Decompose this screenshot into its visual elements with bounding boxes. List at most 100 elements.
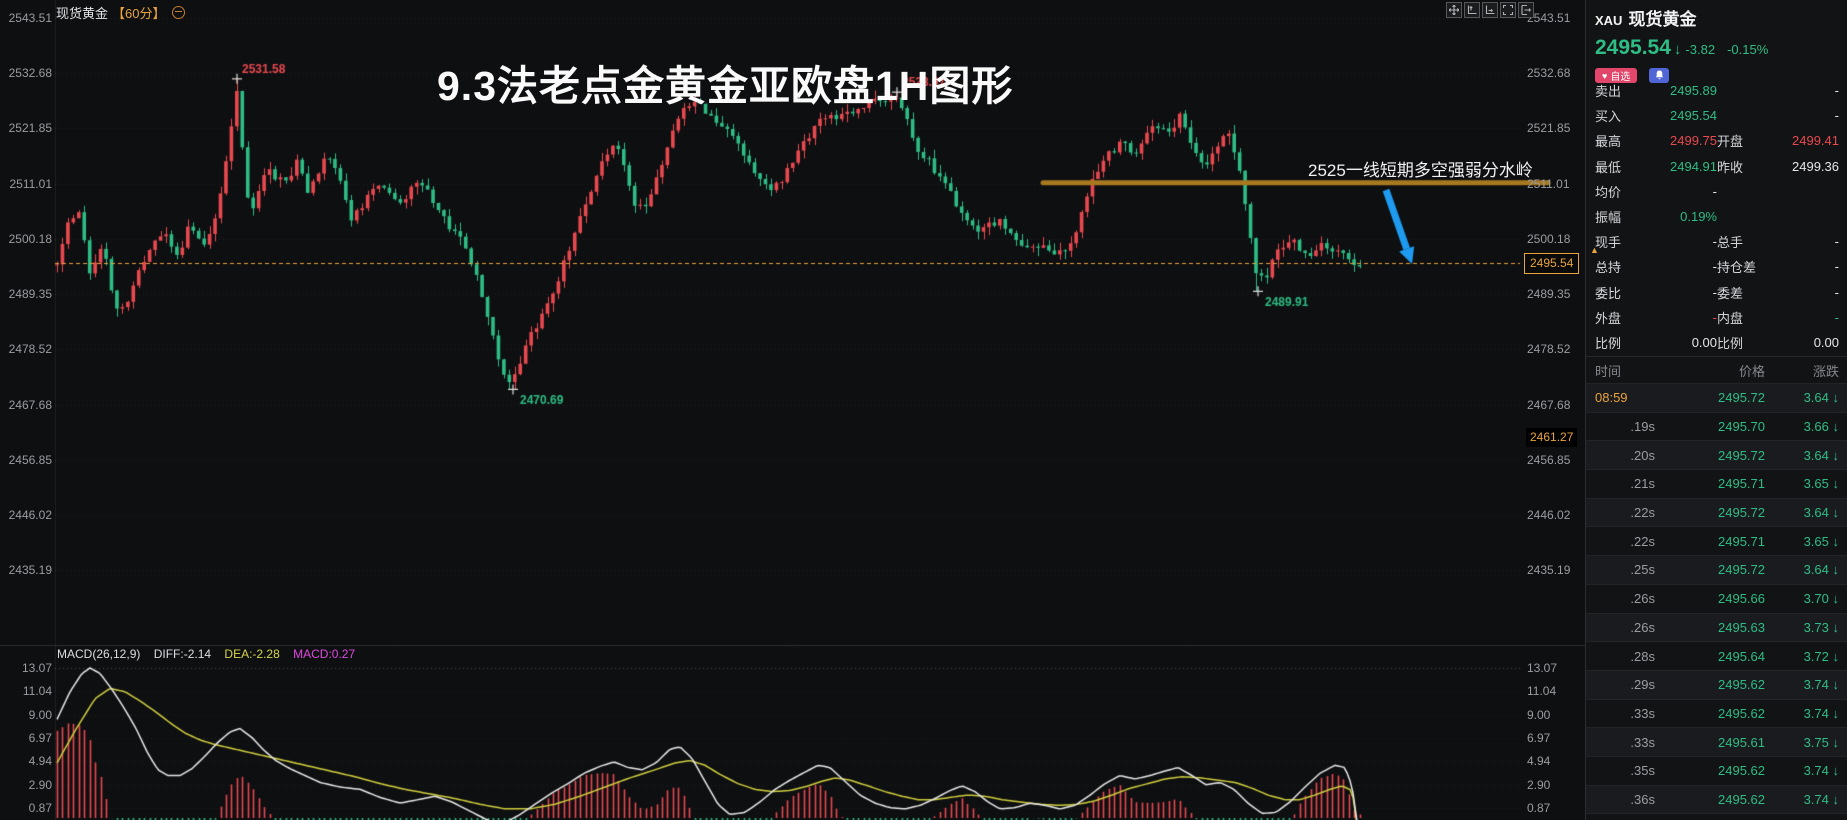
- tape-row: 08:59 2495.72 3.64 ↓: [1586, 383, 1847, 412]
- collapse-indicator-icon[interactable]: [172, 6, 186, 19]
- tape-time: .29s: [1630, 677, 1655, 693]
- tape-price: 2495.62: [1718, 705, 1765, 721]
- tape-col-time: 时间: [1595, 363, 1622, 379]
- tape-time: .33s: [1630, 734, 1655, 750]
- tape-price: 2495.72: [1718, 447, 1765, 463]
- chart-interval-label[interactable]: 【60分】: [112, 6, 166, 21]
- action-buttons: ♥ 自选: [1586, 60, 1847, 83]
- tape-change: 3.65 ↓: [1803, 533, 1839, 549]
- tape-time: .35s: [1630, 763, 1655, 779]
- instrument-name: 现货黄金: [1628, 10, 1697, 29]
- axis-tick-label: 2467.68: [1527, 397, 1571, 412]
- tape-time: .36s: [1630, 791, 1655, 807]
- quote-value: -: [1712, 309, 1717, 325]
- axis-tick-label: 11.04: [1527, 684, 1557, 699]
- axis-tick-label: 11.04: [22, 684, 52, 699]
- tape-change: 3.74 ↓: [1803, 763, 1839, 779]
- quote-value: 2499.41: [1792, 133, 1839, 149]
- level-price-badge: 2461.27: [1526, 428, 1578, 448]
- axis-tick-label: 4.94: [1527, 754, 1551, 769]
- quote-label: 昨收: [1717, 159, 1744, 175]
- axis-tick-label: 2435.19: [8, 563, 52, 578]
- instrument-header: XAU 现货黄金: [1586, 0, 1847, 30]
- y-axis-zoom-icon[interactable]: [1464, 2, 1480, 18]
- collapse-right-icon[interactable]: [1518, 2, 1534, 18]
- quote-value: 2499.36: [1792, 158, 1839, 174]
- quote-row-外盘: 外盘 - 内盘 -: [1586, 305, 1847, 330]
- tape-row: .37s2495.633.73 ↓: [1586, 813, 1847, 820]
- macd-indicator-labels: MACD(26,12,9) DIFF:-2.14 DEA:-2.28 MACD:…: [57, 647, 365, 661]
- tape-change: 3.74 ↓: [1803, 677, 1839, 693]
- axis-tick-label: 4.94: [28, 754, 52, 769]
- last-price-row: 2495.54 ↓ -3.82 -0.15%: [1586, 30, 1847, 60]
- axis-tick-label: 2435.19: [1527, 563, 1571, 578]
- tape-header-row: 时间 价格 涨跌: [1586, 357, 1847, 383]
- axis-tick-label: 2521.85: [1527, 121, 1571, 136]
- quote-value: -: [1834, 83, 1839, 99]
- tape-time: .26s: [1630, 591, 1655, 607]
- quote-row-振幅: 振幅 0.19%: [1586, 204, 1847, 229]
- tape-col-price: 价格: [1738, 363, 1765, 379]
- axis-tick-label: 2521.85: [8, 121, 52, 136]
- tape-rows: 08:59 2495.72 3.64 ↓ .19s 2495.70 3.66 ↓ .20s 2…: [1586, 383, 1847, 820]
- axis-tick-label: 9.00: [1527, 707, 1551, 722]
- tape-time: .22s: [1630, 505, 1655, 521]
- quote-label: 买入: [1595, 109, 1622, 125]
- tape-row: .33s 2495.62 3.74 ↓: [1586, 698, 1847, 728]
- axis-tick-label: 13.07: [1527, 661, 1558, 675]
- axis-tick-label: 2532.68: [1527, 66, 1571, 81]
- add-favorite-button[interactable]: ♥ 自选: [1595, 68, 1638, 83]
- tape-change: 3.64 ↓: [1803, 505, 1839, 521]
- tape-col-change: 涨跌: [1812, 363, 1839, 379]
- tape-row: .33s 2495.61 3.75 ↓: [1586, 727, 1847, 756]
- candlestick-chart-canvas[interactable]: [0, 0, 1585, 820]
- tape-row: .19s 2495.70 3.66 ↓: [1586, 411, 1847, 441]
- tape-time: .33s: [1630, 705, 1655, 721]
- quote-label: 持仓差: [1717, 260, 1757, 276]
- tape-price: 2495.72: [1718, 505, 1765, 521]
- axis-tick-label: 6.97: [28, 731, 52, 746]
- tape-row: .28s 2495.64 3.72 ↓: [1586, 641, 1847, 670]
- quote-row-现手: 现手 - 总手 -: [1586, 229, 1847, 254]
- tape-change: 3.64 ↓: [1803, 562, 1839, 578]
- quote-row-最高: 最高 2499.75 开盘 2499.41: [1586, 128, 1847, 153]
- quote-label: 委比: [1595, 285, 1622, 301]
- x-axis-zoom-icon[interactable]: [1482, 2, 1498, 18]
- tape-change: 3.74 ↓: [1803, 705, 1839, 721]
- pan-icon[interactable]: [1446, 2, 1462, 18]
- axis-tick-label: 2489.35: [8, 287, 52, 302]
- quote-value: -: [1834, 259, 1839, 275]
- axis-tick-label: 2532.68: [8, 66, 52, 81]
- tape-time: .21s: [1630, 476, 1655, 492]
- favorite-button-label: 自选: [1610, 72, 1631, 83]
- fullscreen-icon[interactable]: [1500, 2, 1516, 18]
- quote-value: 0.00: [1691, 334, 1717, 350]
- axis-tick-label: 2511.01: [1527, 176, 1570, 191]
- chart-symbol-header: 现货黄金 【60分】: [56, 3, 186, 22]
- quote-label: 最低: [1595, 159, 1622, 175]
- quote-label: 比例: [1717, 335, 1744, 351]
- price-change-percent: -0.15%: [1727, 42, 1769, 57]
- quote-row-卖出: 卖出 2495.89 -: [1586, 78, 1847, 103]
- axis-tick-label: 2478.52: [8, 342, 52, 357]
- down-arrow-icon: ↓: [1673, 41, 1682, 58]
- axis-tick-label: 2511.01: [9, 176, 53, 191]
- quote-row-总持: 总持 - 持仓差 -: [1586, 254, 1847, 279]
- macd-params-label: MACD(26,12,9): [57, 647, 141, 661]
- quote-label: 总持: [1595, 260, 1622, 276]
- instrument-code: XAU: [1595, 13, 1623, 28]
- bell-icon: [1655, 70, 1664, 82]
- axis-tick-label: 2446.02: [1527, 508, 1571, 523]
- heart-icon: ♥: [1602, 70, 1608, 81]
- set-alert-button[interactable]: [1649, 68, 1670, 83]
- axis-tick-label: 2.90: [1527, 777, 1551, 792]
- tape-change: 3.70 ↓: [1803, 591, 1839, 607]
- tape-price: 2495.63: [1718, 619, 1765, 635]
- quote-label: 最高: [1595, 134, 1622, 150]
- axis-tick-label: 0.87: [1527, 801, 1551, 816]
- tape-price: 2495.62: [1718, 791, 1765, 807]
- price-alert-icon[interactable]: ▲: [1590, 244, 1599, 255]
- tape-change: 3.64 ↓: [1803, 447, 1839, 463]
- axis-tick-label: 2500.18: [1527, 231, 1571, 246]
- chart-annotation-title: 9.3法老点金黄金亚欧盘1H图形: [437, 63, 1014, 109]
